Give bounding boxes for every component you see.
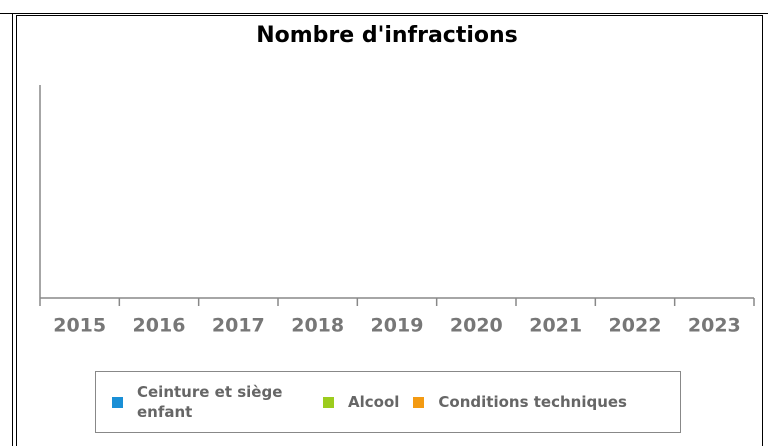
x-tick-label: 2018 xyxy=(291,315,344,337)
legend: Ceinture et siège enfant Alcool Conditions… xyxy=(95,371,681,433)
legend-item: Conditions techniques xyxy=(413,392,627,412)
legend-item: Alcool xyxy=(323,392,399,412)
legend-swatch xyxy=(413,396,425,408)
x-tick-label: 2016 xyxy=(133,315,186,337)
legend-label: Conditions techniques xyxy=(438,393,627,411)
x-tick-label: 2021 xyxy=(529,315,582,337)
x-tick-label: 2019 xyxy=(371,315,424,337)
chart-title: Nombre d'infractions xyxy=(256,23,518,48)
x-tick-label: 2022 xyxy=(609,315,662,337)
x-tick-label: 2020 xyxy=(450,315,503,337)
chart-border xyxy=(16,15,763,446)
legend-swatch xyxy=(323,396,334,408)
x-tick-label: 2017 xyxy=(212,315,265,337)
legend-label: Alcool xyxy=(348,393,400,411)
x-tick-label: 2015 xyxy=(53,315,106,337)
legend-label: Ceinture et siège enfant xyxy=(137,383,283,421)
legend-swatch xyxy=(112,396,123,408)
legend-item: Ceinture et siège enfant xyxy=(112,382,309,422)
x-tick-label: 2023 xyxy=(688,315,741,337)
